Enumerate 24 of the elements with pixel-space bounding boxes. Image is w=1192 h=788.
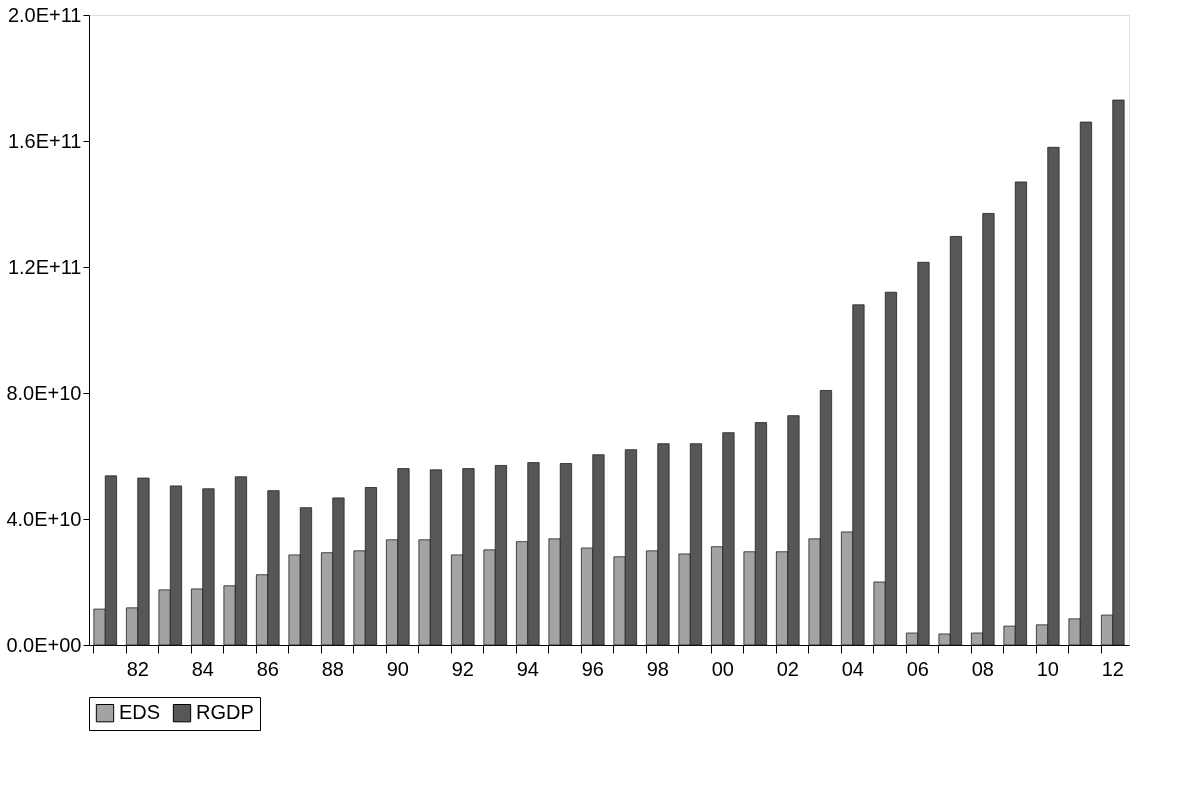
x-tick-label: 98 (646, 657, 669, 680)
y-tick-label: 1.6E+11 (7, 129, 82, 152)
x-tick-label: 88 (321, 657, 344, 680)
x-tick-label: 08 (971, 657, 994, 680)
y-tick-label: 2.0E+11 (7, 3, 82, 26)
x-tick-label: 00 (711, 657, 734, 680)
y-tick-label: 1.2E+11 (7, 255, 82, 278)
x-tick-label: 02 (776, 657, 799, 680)
x-tick-label: 96 (581, 657, 604, 680)
x-tick-label: 90 (386, 657, 409, 680)
x-tick-label: 84 (191, 657, 214, 680)
legend-label: RGDP (196, 701, 254, 724)
y-tick-label: 4.0E+10 (6, 507, 82, 530)
y-tick-label: 8.0E+10 (6, 381, 82, 404)
x-tick-label: 82 (126, 657, 149, 680)
y-tick-label: 0.0E+00 (6, 633, 82, 656)
x-tick-label: 94 (516, 657, 539, 680)
x-tick-label: 06 (906, 657, 929, 680)
x-tick-label: 86 (256, 657, 279, 680)
x-tick-label: 12 (1101, 657, 1124, 680)
x-tick-label: 92 (451, 657, 474, 680)
x-tick-label: 04 (841, 657, 864, 680)
x-tick-label: 10 (1036, 657, 1059, 680)
legend-label: EDS (119, 701, 161, 724)
